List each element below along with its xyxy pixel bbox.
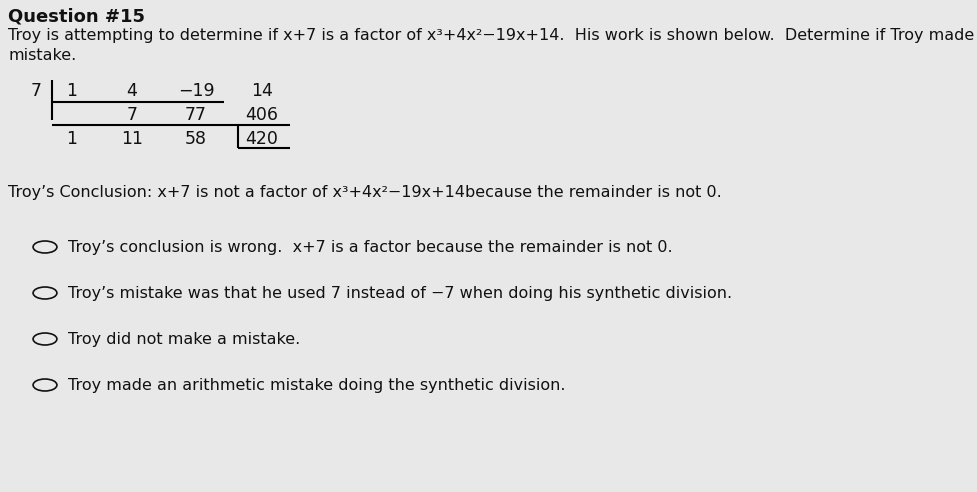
Text: 7: 7 — [31, 82, 42, 100]
Text: Question #15: Question #15 — [8, 8, 145, 26]
Text: 1: 1 — [66, 82, 77, 100]
Text: Troy’s Conclusion: x+7 is not a factor of x³+4x²−19x+14because the remainder is : Troy’s Conclusion: x+7 is not a factor o… — [8, 185, 721, 200]
Text: mistake.: mistake. — [8, 48, 76, 63]
Text: 4: 4 — [126, 82, 138, 100]
Text: Troy’s mistake was that he used 7 instead of −7 when doing his synthetic divisio: Troy’s mistake was that he used 7 instea… — [68, 286, 732, 301]
Text: −19: −19 — [178, 82, 214, 100]
Text: Troy’s conclusion is wrong.  x+7 is a factor because the remainder is not 0.: Troy’s conclusion is wrong. x+7 is a fac… — [68, 240, 672, 255]
Text: 7: 7 — [126, 106, 138, 124]
Text: 420: 420 — [245, 130, 278, 148]
Text: 406: 406 — [245, 106, 278, 124]
Text: 1: 1 — [66, 130, 77, 148]
Text: Troy did not make a mistake.: Troy did not make a mistake. — [68, 332, 300, 347]
Text: Troy made an arithmetic mistake doing the synthetic division.: Troy made an arithmetic mistake doing th… — [68, 378, 565, 393]
Text: Troy is attempting to determine if x+7 is a factor of x³+4x²−19x+14.  His work i: Troy is attempting to determine if x+7 i… — [8, 28, 977, 43]
Text: 58: 58 — [185, 130, 207, 148]
Text: 77: 77 — [185, 106, 207, 124]
Text: 11: 11 — [121, 130, 143, 148]
Text: 14: 14 — [251, 82, 273, 100]
